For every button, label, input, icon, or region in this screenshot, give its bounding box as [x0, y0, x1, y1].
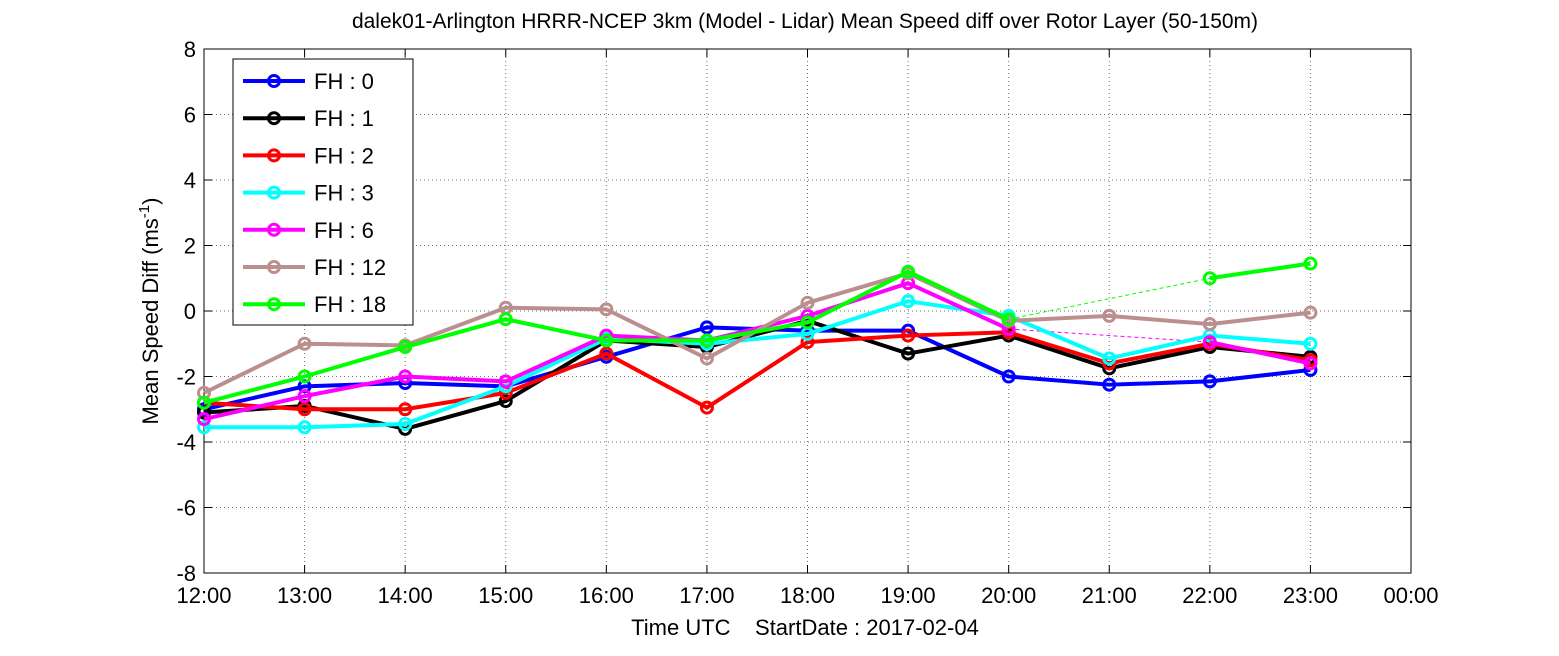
x-tick-label: 14:00: [378, 583, 433, 608]
data-point: [1202, 317, 1217, 332]
x-tick-label: 20:00: [981, 583, 1036, 608]
data-point: [1202, 271, 1217, 286]
data-point: [699, 320, 714, 335]
data-point: [599, 333, 614, 348]
series-line: [1209, 340, 1311, 366]
y-tick-label: 0: [184, 299, 196, 324]
data-point: [901, 346, 916, 361]
series-layer: [197, 256, 1318, 436]
data-point: [1102, 351, 1117, 366]
data-point: [800, 315, 815, 330]
data-point: [699, 400, 714, 415]
gap-links: [1008, 277, 1210, 343]
data-point: [398, 340, 413, 355]
y-tick-label: -8: [176, 561, 196, 586]
data-point: [1303, 356, 1318, 371]
legend: FH : 0 FH : 1 FH : 2 FH : 3 FH : 6 FH : 12 FH …: [232, 58, 414, 326]
gap-link: [1008, 328, 1210, 343]
y-tick-label: 8: [184, 37, 196, 62]
legend-marker: [267, 260, 281, 274]
grid: [204, 49, 1411, 573]
legend-marker: [267, 111, 281, 126]
data-point: [297, 369, 312, 384]
data-point: [699, 351, 714, 366]
data-point: [599, 346, 614, 361]
x-axis-label: Time UTC StartDate : 2017-02-04: [631, 615, 979, 640]
legend-label: FH : 12: [314, 255, 386, 280]
legend-label: FH : 6: [314, 218, 374, 243]
data-point: [901, 328, 916, 343]
data-point: [1303, 256, 1318, 271]
series-line: [1209, 261, 1311, 281]
data-point: [398, 402, 413, 417]
x-tick-label: 13:00: [277, 583, 332, 608]
data-point: [297, 402, 312, 417]
data-point: [297, 389, 312, 404]
x-tick-label: 00:00: [1383, 583, 1438, 608]
y-tick-label: 4: [184, 168, 196, 193]
y-axis-label: Mean Speed Diff (ms-1): [136, 198, 163, 425]
legend-label: FH : 3: [314, 181, 374, 206]
data-point: [901, 264, 916, 279]
series-line: [203, 330, 1311, 412]
data-point: [901, 294, 916, 309]
legend-label: FH : 2: [314, 143, 374, 168]
legend-marker: [267, 185, 281, 200]
data-point: [1102, 308, 1117, 323]
x-tick-label: 22:00: [1182, 583, 1237, 608]
data-point: [800, 335, 815, 350]
legend-marker: [267, 297, 281, 312]
x-tick-label: 21:00: [1082, 583, 1137, 608]
chart-title: dalek01-Arlington HRRR-NCEP 3km (Model -…: [352, 10, 1258, 33]
y-axis-label-sup: -1: [136, 205, 153, 218]
data-point: [1001, 312, 1016, 327]
data-point: [297, 420, 312, 435]
y-axis-label-main: Mean Speed Diff (ms: [138, 218, 163, 424]
y-axis-label-close: ): [138, 198, 163, 205]
data-point: [1303, 336, 1318, 351]
x-tick-label: 16:00: [579, 583, 634, 608]
data-point: [398, 369, 413, 384]
data-point: [498, 312, 513, 327]
legend-marker: [267, 148, 281, 163]
x-tick-label: 18:00: [780, 583, 835, 608]
data-point: [398, 416, 413, 431]
x-tick-label: 23:00: [1283, 583, 1338, 608]
gap-link: [1008, 277, 1210, 320]
data-point: [699, 333, 714, 348]
y-tick-label: -2: [176, 365, 196, 390]
data-point: [1303, 305, 1318, 320]
data-point: [800, 295, 815, 310]
data-point: [599, 302, 614, 317]
x-tick-label: 15:00: [478, 583, 533, 608]
data-point: [1001, 369, 1016, 384]
y-tick-label: -4: [176, 430, 196, 455]
legend-marker: [267, 74, 281, 88]
data-point: [197, 420, 211, 435]
x-tick-label: 17:00: [679, 583, 734, 608]
y-tick-label: 6: [184, 103, 196, 128]
legend-label: FH : 1: [314, 106, 374, 131]
data-point: [297, 336, 312, 351]
data-point: [498, 394, 513, 409]
y-tick-label: -6: [176, 496, 196, 521]
data-point: [1202, 335, 1217, 350]
data-point: [1202, 374, 1217, 389]
x-tick-label: 12:00: [176, 583, 231, 608]
series-line: [203, 269, 1010, 405]
legend-label: FH : 0: [314, 69, 374, 94]
data-point: [1102, 377, 1117, 392]
legend-marker: [267, 222, 281, 237]
x-tick-label: 19:00: [881, 583, 936, 608]
series-line: [204, 299, 1311, 430]
y-axis: -8 -6 -4 -2 0 2 4 6 8: [176, 37, 1411, 586]
data-point: [498, 374, 513, 389]
y-tick-label: 2: [184, 234, 196, 259]
series-6: [197, 256, 1318, 410]
x-axis: 12:00 13:00 14:00 15:00 16:00 17:00 18:00 19:00…: [176, 49, 1439, 608]
data-point: [197, 412, 211, 427]
legend-label: FH : 18: [314, 292, 386, 317]
data-point: [197, 395, 211, 410]
